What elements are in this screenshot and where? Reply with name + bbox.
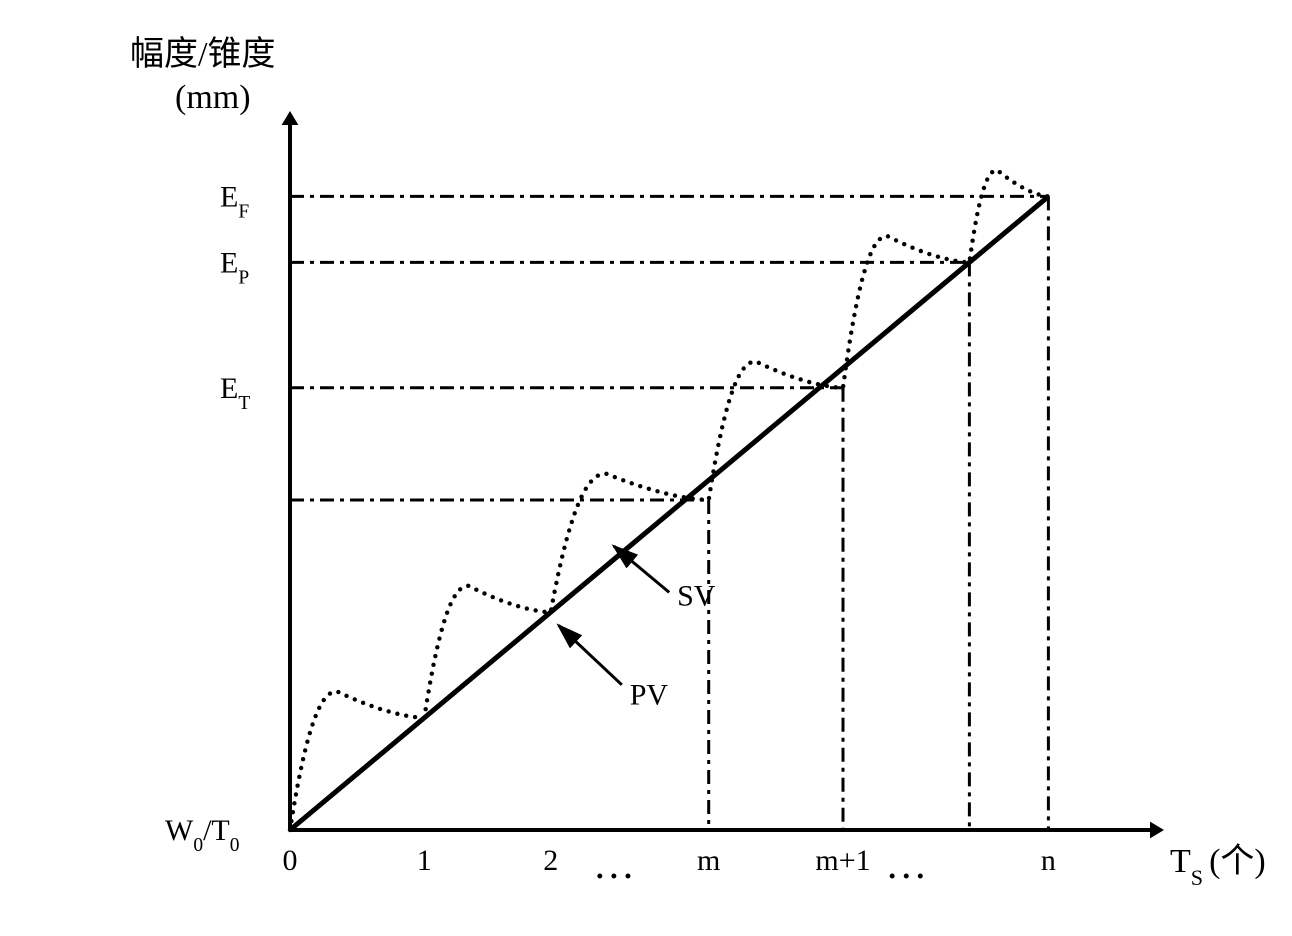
y-tick: ET: [220, 372, 250, 414]
x-tick: 2: [543, 844, 558, 877]
x-tick: 0: [283, 844, 298, 877]
y-axis-title: 幅度/锥度: [130, 35, 275, 73]
x-axis-title: TS(个): [1170, 843, 1266, 890]
x-ellipsis: …: [885, 842, 927, 888]
y-tick: EP: [220, 246, 249, 288]
annotation-label: PV: [630, 679, 669, 712]
annotation-arrow: [559, 625, 622, 684]
y-axis-unit: (mm): [175, 79, 251, 116]
y-tick-origin: W0/T0: [165, 814, 240, 856]
sv-line: [290, 196, 1048, 830]
x-ellipsis: …: [593, 842, 635, 888]
y-tick: EF: [220, 180, 249, 222]
x-tick: m+1: [815, 844, 870, 877]
x-tick: m: [697, 844, 720, 877]
annotation-arrow: [614, 546, 669, 592]
annotation-label: SV: [677, 580, 716, 613]
x-tick: 1: [417, 844, 432, 877]
amplitude-taper-chart: EF EP ET W0/T0 0 1 2 m m+1 n … … 幅度/锥度 (mm) TS(个) SV PV: [0, 0, 1292, 936]
x-tick: n: [1041, 844, 1056, 877]
